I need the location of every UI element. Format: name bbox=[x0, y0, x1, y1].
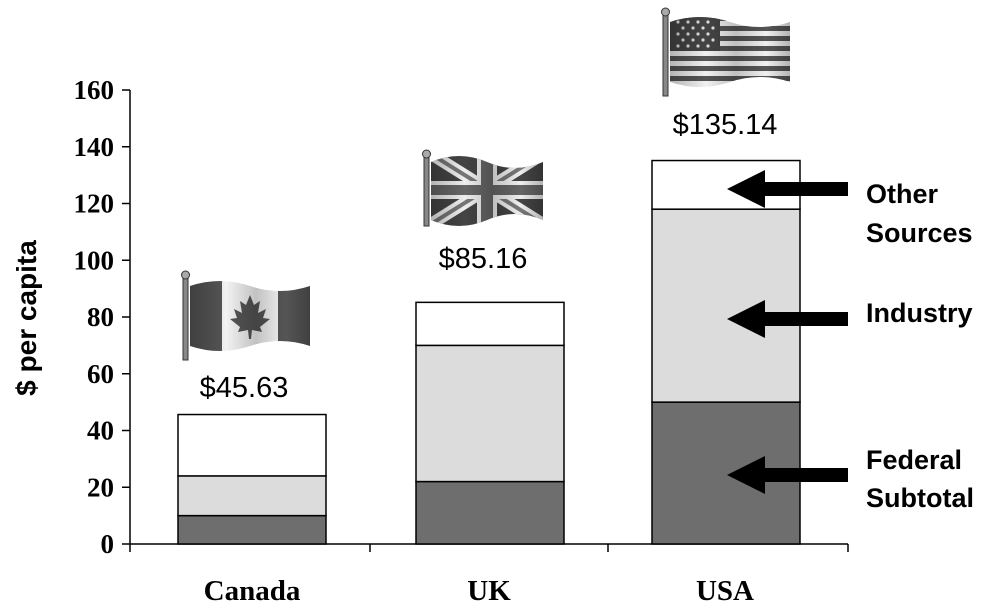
y-tick-label: 100 bbox=[74, 245, 115, 275]
legend-label-federal-line2: Subtotal bbox=[866, 483, 974, 513]
bar-canada-industry bbox=[177, 475, 327, 517]
legend-label-industry: Industry bbox=[866, 298, 973, 328]
y-tick-label: 0 bbox=[101, 529, 115, 559]
y-tick-label: 160 bbox=[74, 75, 115, 105]
legend-arrow-industry bbox=[727, 300, 848, 338]
y-axis-label: $ per capita bbox=[11, 240, 42, 396]
bar-canada-other-sources bbox=[177, 413, 327, 477]
bar-uk-industry bbox=[415, 344, 565, 483]
bars-group bbox=[177, 159, 801, 545]
y-tick-label: 20 bbox=[87, 472, 114, 502]
total-label-usa: $135.14 bbox=[673, 109, 778, 141]
legend-arrow-other-sources bbox=[727, 170, 848, 208]
y-tick-label: 40 bbox=[87, 416, 114, 446]
bar-canada-federal-subtotal bbox=[177, 514, 327, 545]
bar-usa-industry bbox=[651, 208, 801, 403]
total-label-canada: $45.63 bbox=[200, 372, 289, 404]
bar-uk-federal-subtotal bbox=[415, 480, 565, 545]
category-label-usa: USA bbox=[696, 575, 754, 605]
uk-flag-icon bbox=[422, 149, 543, 227]
y-tick-label: 120 bbox=[74, 189, 115, 219]
x-axis-ticks bbox=[129, 544, 849, 552]
canada-flag-icon bbox=[181, 270, 310, 361]
category-label-canada: Canada bbox=[204, 575, 301, 605]
legend-label-federal-line1: Federal bbox=[866, 445, 962, 475]
bar-uk-other-sources bbox=[415, 301, 565, 347]
usa-flag-icon bbox=[661, 7, 790, 97]
legend-arrow-federal-subtotal bbox=[727, 456, 848, 494]
legend-label-other-line2: Sources bbox=[866, 218, 973, 248]
y-tick-label: 60 bbox=[87, 359, 114, 389]
legend-label-other-line1: Other bbox=[866, 179, 939, 209]
y-tick-label: 140 bbox=[74, 132, 115, 162]
y-tick-label: 80 bbox=[87, 302, 114, 332]
total-label-uk: $85.16 bbox=[439, 243, 528, 275]
y-axis-ticks: 0 20 40 60 80 100 120 140 160 bbox=[74, 75, 130, 559]
category-label-uk: UK bbox=[467, 575, 511, 605]
